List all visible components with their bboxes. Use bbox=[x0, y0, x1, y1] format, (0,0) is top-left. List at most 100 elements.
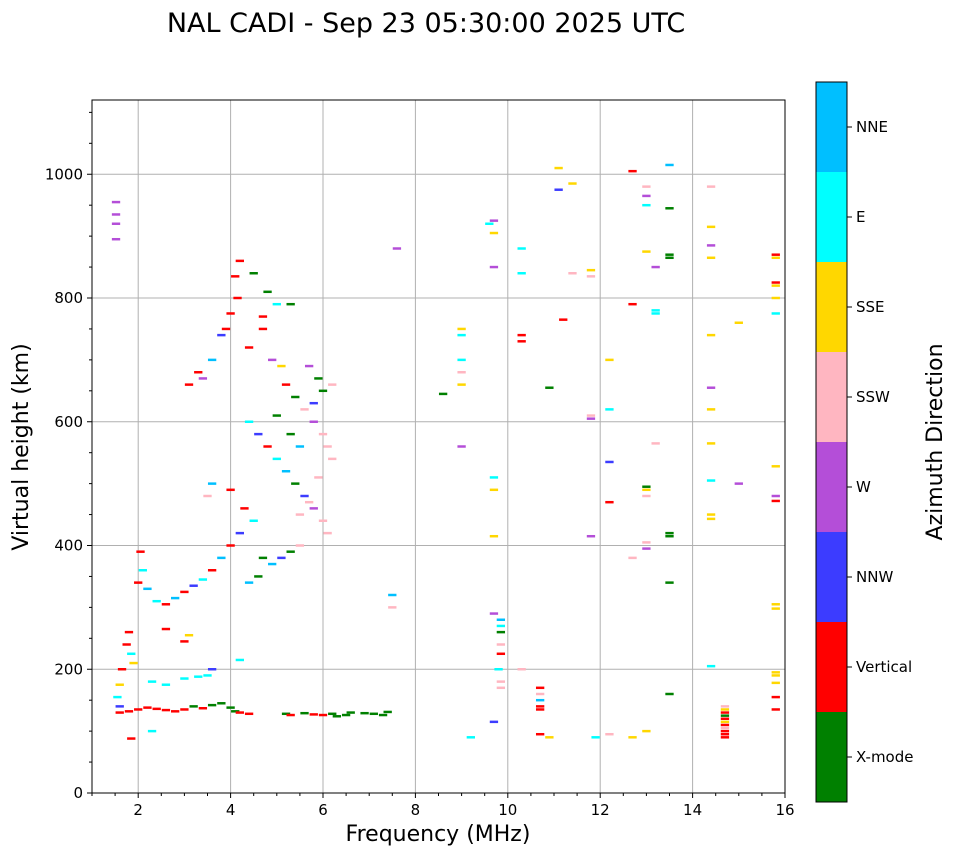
echo-segment bbox=[143, 706, 152, 709]
echo-segment bbox=[304, 500, 314, 504]
colorbar-frame bbox=[815, 81, 848, 803]
echo-segment bbox=[226, 706, 235, 709]
echo-segment bbox=[554, 188, 563, 191]
echo-segment bbox=[665, 692, 674, 696]
echo-segment bbox=[457, 358, 466, 362]
colorbar-segment bbox=[816, 352, 847, 442]
echo-segment bbox=[665, 207, 674, 210]
echo-segment bbox=[642, 729, 651, 733]
echo-segment bbox=[226, 488, 235, 492]
echo-segment bbox=[314, 476, 323, 479]
echo-segment bbox=[771, 256, 780, 260]
echo-segment bbox=[457, 371, 466, 374]
echo-segment bbox=[295, 544, 305, 547]
echo-segment bbox=[309, 713, 318, 716]
echo-segment bbox=[309, 401, 318, 405]
echo-segment bbox=[388, 593, 397, 597]
echo-segment bbox=[203, 674, 212, 677]
echo-segment bbox=[457, 327, 466, 331]
echo-segment bbox=[496, 624, 506, 628]
echo-segment bbox=[328, 383, 337, 386]
echo-segment bbox=[263, 445, 272, 448]
echo-segment bbox=[346, 711, 355, 714]
echo-segment bbox=[194, 675, 203, 678]
echo-segment bbox=[706, 479, 716, 482]
colorbar-label-vertical: Vertical bbox=[856, 658, 912, 676]
echo-segment bbox=[720, 720, 730, 724]
echo-segment bbox=[771, 681, 780, 685]
echo-segment bbox=[268, 562, 277, 566]
echo-segment bbox=[235, 711, 244, 714]
echo-segment bbox=[605, 358, 614, 362]
echo-segment bbox=[489, 720, 499, 724]
echo-segment bbox=[254, 575, 263, 578]
x-axis-ticks: 2 4 6 8 10 12 14 16 bbox=[91, 793, 795, 819]
echo-segment bbox=[111, 222, 121, 225]
echo-segment bbox=[720, 705, 730, 708]
echo-segment bbox=[706, 408, 716, 411]
echo-segment bbox=[171, 710, 180, 713]
echo-segment bbox=[720, 714, 730, 717]
echo-segment bbox=[496, 643, 506, 646]
echo-segment bbox=[496, 652, 506, 656]
echo-segment bbox=[720, 711, 730, 714]
echo-segment bbox=[281, 712, 291, 716]
echo-segment bbox=[258, 327, 268, 331]
echo-segment bbox=[240, 507, 249, 510]
echo-segment bbox=[591, 736, 600, 739]
colorbar-label-nne: NNE bbox=[856, 118, 888, 136]
echo-segment bbox=[496, 618, 506, 621]
echo-segment bbox=[152, 599, 161, 603]
echo-segment bbox=[115, 711, 124, 714]
echo-segment bbox=[226, 544, 235, 547]
echo-segment bbox=[568, 272, 577, 275]
echo-segment bbox=[457, 383, 466, 386]
echo-segment bbox=[122, 643, 131, 646]
echo-segment bbox=[651, 442, 660, 445]
echo-segment bbox=[665, 163, 674, 167]
echo-segment bbox=[489, 231, 499, 235]
echo-segment bbox=[233, 296, 242, 300]
echo-segment bbox=[115, 683, 124, 686]
echo-segment bbox=[281, 470, 291, 473]
echo-segment bbox=[217, 702, 226, 705]
echo-segment bbox=[231, 275, 240, 278]
echo-segment bbox=[535, 705, 545, 708]
echo-segment bbox=[642, 250, 651, 253]
echo-segment bbox=[341, 713, 351, 717]
echo-segment bbox=[489, 612, 499, 615]
echo-segment bbox=[180, 677, 189, 680]
colorbar-segment bbox=[816, 262, 847, 352]
echo-segment bbox=[152, 707, 161, 711]
echo-segment bbox=[180, 708, 189, 711]
y-tick-label: 600 bbox=[54, 413, 83, 431]
echo-segment bbox=[489, 219, 499, 222]
echo-segment bbox=[291, 395, 300, 399]
echo-segment bbox=[642, 194, 651, 198]
y-tick-label: 200 bbox=[54, 660, 83, 678]
echo-segment bbox=[706, 664, 716, 668]
echo-segment bbox=[720, 726, 730, 730]
echo-segment bbox=[628, 556, 637, 560]
echo-segment bbox=[286, 550, 295, 553]
colorbar-segment bbox=[816, 82, 847, 172]
echo-segment bbox=[286, 302, 295, 306]
echo-segment bbox=[651, 312, 660, 315]
echo-segment bbox=[277, 556, 286, 560]
echo-segment bbox=[545, 736, 554, 739]
echo-segment bbox=[706, 517, 716, 521]
echo-segment bbox=[244, 420, 254, 423]
echo-segment bbox=[771, 499, 780, 503]
echo-segment bbox=[263, 290, 272, 294]
echo-segment bbox=[318, 389, 328, 393]
echo-segment bbox=[217, 556, 226, 560]
x-tick-label: 14 bbox=[683, 801, 702, 819]
echo-segment bbox=[161, 683, 171, 686]
echo-segment bbox=[268, 358, 277, 362]
echo-segment bbox=[771, 494, 780, 498]
echo-segment bbox=[134, 581, 143, 584]
echo-segment bbox=[323, 445, 332, 448]
x-tick-label: 10 bbox=[498, 801, 517, 819]
echo-segment bbox=[300, 711, 309, 715]
echo-segment bbox=[392, 247, 402, 250]
